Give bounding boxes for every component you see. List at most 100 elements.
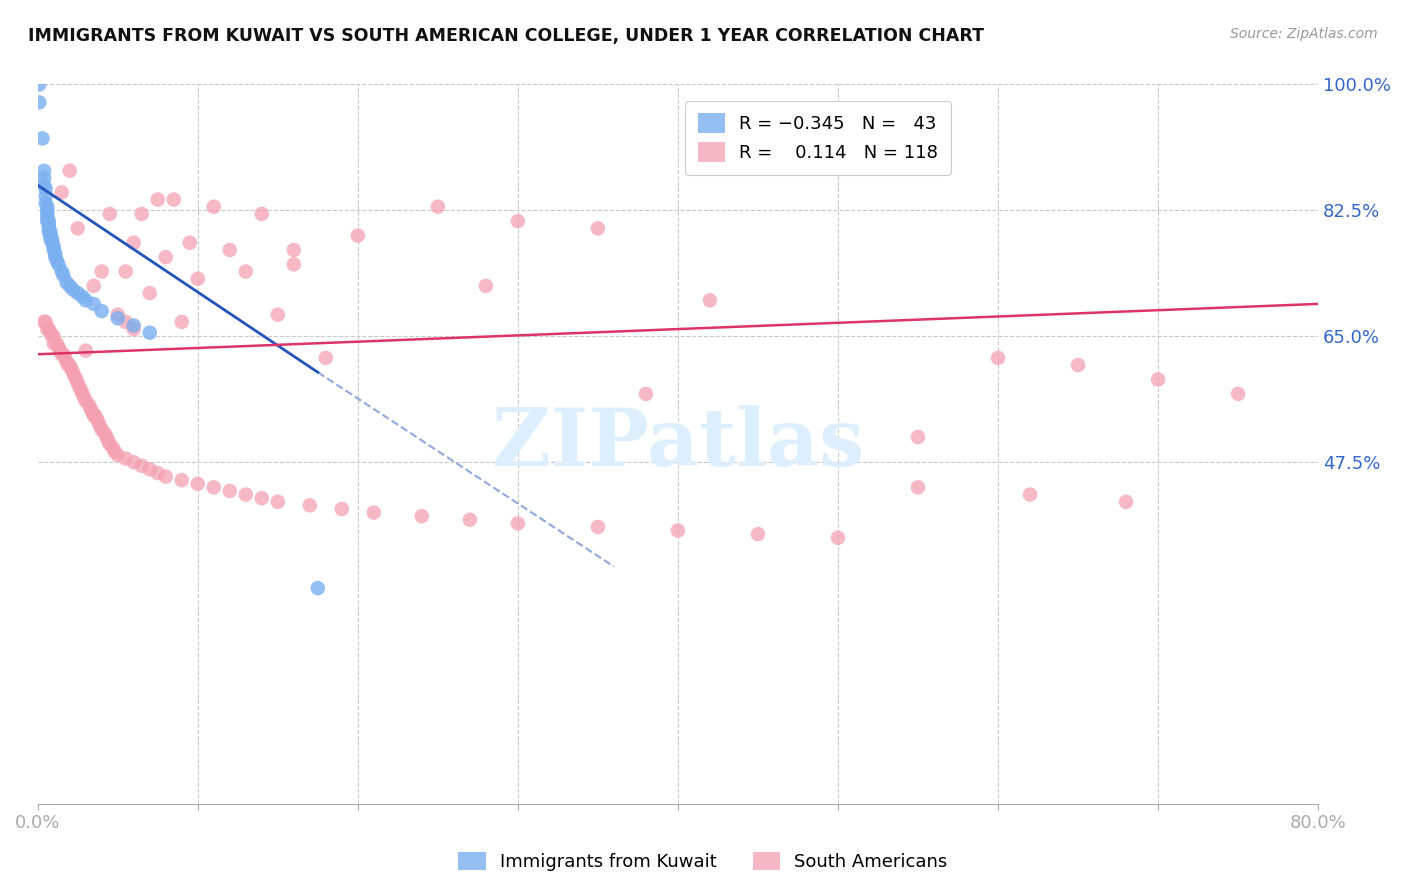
Point xyxy=(41,232,63,246)
Point xyxy=(75,293,97,308)
Point xyxy=(96,430,118,444)
Point xyxy=(82,405,104,419)
Point xyxy=(55,275,77,289)
Point xyxy=(827,531,849,545)
Point xyxy=(235,264,257,278)
Point xyxy=(37,203,59,218)
Point xyxy=(131,458,153,473)
Point xyxy=(114,315,136,329)
Point xyxy=(307,581,329,595)
Point xyxy=(155,469,177,483)
Text: Source: ZipAtlas.com: Source: ZipAtlas.com xyxy=(1230,27,1378,41)
Point xyxy=(72,387,94,401)
Point xyxy=(187,271,209,285)
Point xyxy=(62,283,84,297)
Point xyxy=(1227,387,1250,401)
Point xyxy=(747,527,769,541)
Point xyxy=(56,358,79,372)
Point xyxy=(107,311,129,326)
Point xyxy=(86,412,108,426)
Point xyxy=(38,221,60,235)
Point xyxy=(122,322,145,336)
Point xyxy=(41,235,63,250)
Point xyxy=(42,329,65,343)
Point xyxy=(34,189,56,203)
Point xyxy=(987,351,1010,365)
Point xyxy=(250,491,273,505)
Point xyxy=(31,131,53,145)
Point xyxy=(170,473,193,487)
Point xyxy=(48,340,70,354)
Point xyxy=(179,235,201,250)
Point xyxy=(51,264,73,278)
Text: ZIPatlas: ZIPatlas xyxy=(492,405,865,483)
Point xyxy=(267,308,290,322)
Point xyxy=(1147,372,1170,386)
Point xyxy=(70,383,93,397)
Point xyxy=(67,379,90,393)
Legend: Immigrants from Kuwait, South Americans: Immigrants from Kuwait, South Americans xyxy=(451,845,955,879)
Point xyxy=(45,336,67,351)
Point xyxy=(458,513,481,527)
Legend: R = −0.345   N =   43, R =    0.114   N = 118: R = −0.345 N = 43, R = 0.114 N = 118 xyxy=(685,101,950,175)
Point xyxy=(42,336,65,351)
Point xyxy=(72,290,94,304)
Point xyxy=(75,394,97,409)
Point xyxy=(138,326,160,340)
Point xyxy=(411,509,433,524)
Point xyxy=(315,351,337,365)
Point xyxy=(87,416,110,430)
Point xyxy=(41,329,63,343)
Point xyxy=(475,279,498,293)
Point xyxy=(44,246,66,260)
Point xyxy=(38,225,60,239)
Point xyxy=(103,444,125,458)
Point xyxy=(65,372,87,386)
Point xyxy=(37,207,59,221)
Point xyxy=(699,293,721,308)
Point xyxy=(42,243,65,257)
Point xyxy=(32,178,55,193)
Point xyxy=(330,502,353,516)
Point xyxy=(202,480,225,494)
Point xyxy=(37,322,59,336)
Point xyxy=(55,354,77,368)
Point xyxy=(34,182,56,196)
Point xyxy=(66,376,89,390)
Point xyxy=(37,214,59,228)
Point xyxy=(170,315,193,329)
Point xyxy=(506,516,529,531)
Point xyxy=(42,239,65,253)
Point xyxy=(48,257,70,271)
Point xyxy=(267,495,290,509)
Point xyxy=(163,193,186,207)
Point xyxy=(122,235,145,250)
Point xyxy=(53,351,76,365)
Point xyxy=(34,196,56,211)
Point xyxy=(363,506,385,520)
Point xyxy=(83,297,105,311)
Point xyxy=(84,409,107,423)
Point xyxy=(28,95,51,110)
Point xyxy=(66,286,89,301)
Point xyxy=(114,451,136,466)
Point xyxy=(51,347,73,361)
Point xyxy=(38,322,60,336)
Point xyxy=(634,387,657,401)
Point xyxy=(187,476,209,491)
Point xyxy=(44,250,66,264)
Point xyxy=(1019,487,1042,501)
Point xyxy=(59,163,82,178)
Point xyxy=(250,207,273,221)
Point xyxy=(38,218,60,232)
Point xyxy=(426,200,449,214)
Point xyxy=(79,401,101,416)
Point xyxy=(62,365,84,379)
Point xyxy=(218,243,240,257)
Point xyxy=(60,361,83,376)
Point xyxy=(89,419,111,434)
Point xyxy=(586,520,609,534)
Point xyxy=(107,308,129,322)
Point xyxy=(39,326,62,340)
Point xyxy=(98,437,121,451)
